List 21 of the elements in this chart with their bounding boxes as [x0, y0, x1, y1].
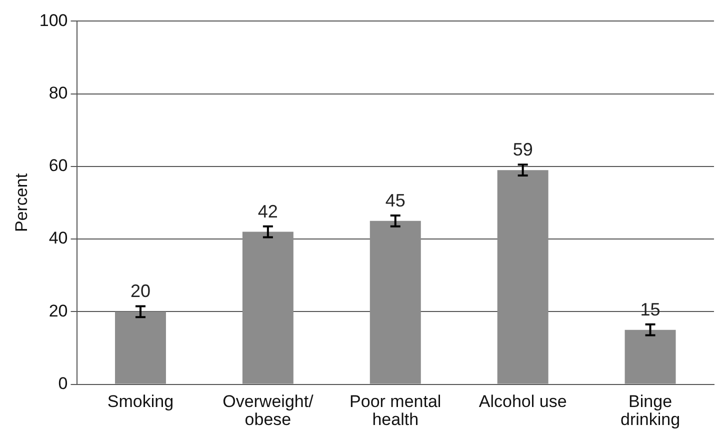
x-tick-label: Poor mental health — [350, 392, 442, 429]
x-tick-label: Smoking — [107, 392, 174, 411]
x-tick-label: Overweight/ obese — [222, 392, 314, 429]
data-label: 45 — [385, 190, 406, 210]
data-label: 59 — [512, 140, 533, 160]
y-tick-label: 0 — [58, 374, 68, 393]
data-label: 42 — [258, 201, 278, 222]
y-tick-label: 60 — [48, 156, 68, 176]
y-tick-label: 20 — [48, 301, 68, 320]
y-axis-title: Percent — [12, 173, 31, 232]
bar — [115, 312, 166, 384]
x-tick-label: Binge drinking — [620, 392, 680, 429]
bar — [624, 330, 676, 384]
bar — [242, 232, 294, 384]
y-tick-label: 100 — [39, 10, 68, 30]
data-label: 20 — [130, 281, 151, 302]
bar — [497, 170, 548, 384]
y-tick-label: 80 — [48, 84, 68, 103]
x-tick-label: Alcohol use — [478, 392, 567, 411]
y-tick-label: 40 — [48, 228, 68, 248]
bar — [370, 220, 421, 384]
